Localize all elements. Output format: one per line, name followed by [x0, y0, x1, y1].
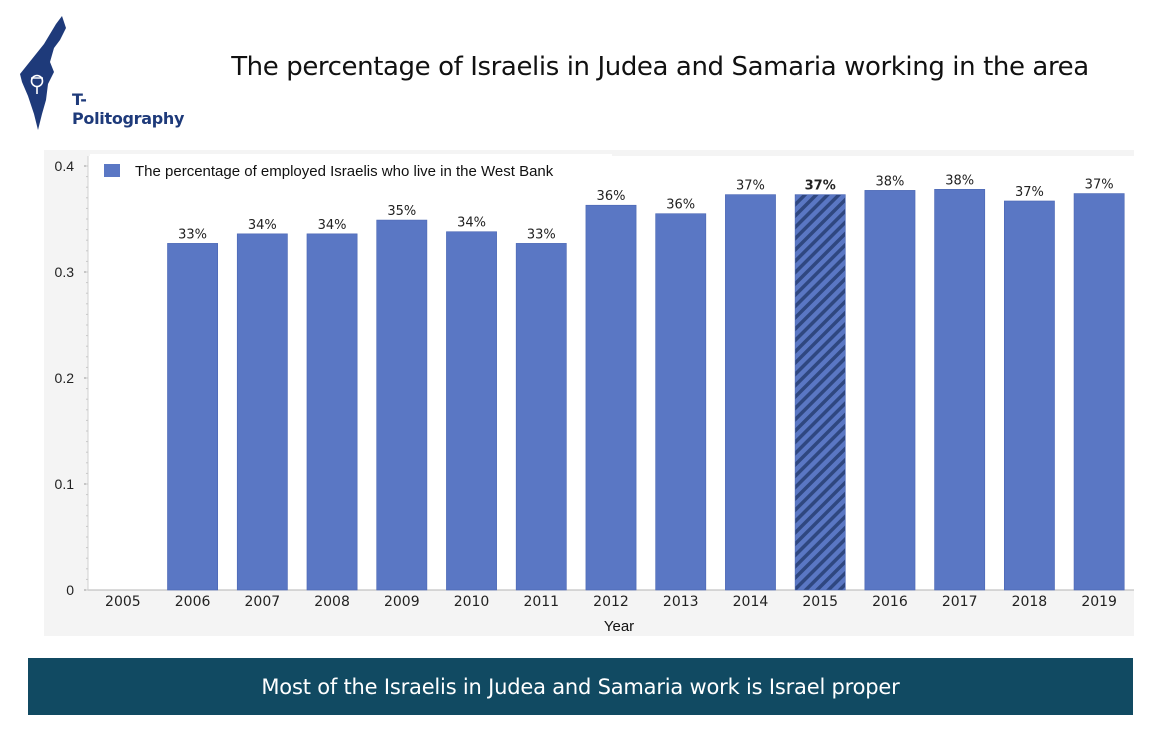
bar-2015 [794, 194, 846, 591]
y-tick-label: 0.3 [55, 264, 75, 280]
data-label-2007: 34% [248, 218, 277, 233]
data-label-2012: 36% [597, 189, 626, 204]
bar-2014 [725, 194, 776, 591]
bar-2017 [934, 189, 986, 591]
data-label-2013: 36% [666, 198, 695, 213]
bar-2010 [446, 231, 497, 591]
x-tick-label: 2011 [523, 594, 559, 610]
data-label-2017: 38% [945, 173, 974, 188]
chart-panel: 0 0.1 0.2 0.3 0.4 33% 34% 34% 35% 34% 33% 36% 36% 37… [44, 150, 1134, 636]
x-tick-label: 2017 [942, 594, 978, 610]
data-label-2018: 37% [1015, 185, 1044, 200]
y-tick-label: 0 [66, 582, 74, 598]
data-label-2008: 34% [318, 218, 347, 233]
data-label-2009: 35% [387, 204, 416, 219]
x-tick-label: 2005 [105, 594, 141, 610]
x-tick-label: 2006 [175, 594, 211, 610]
bar-2006 [167, 243, 219, 591]
data-label-2014: 37% [736, 179, 765, 194]
x-tick-label: 2009 [384, 594, 420, 610]
x-tick-label: 2007 [245, 594, 281, 610]
y-tick-label: 0.4 [55, 158, 75, 174]
x-tick-label: 2018 [1012, 594, 1048, 610]
x-tick-label: 2016 [872, 594, 908, 610]
data-label-2010: 34% [457, 216, 486, 231]
x-tick-label: 2014 [733, 594, 769, 610]
legend-swatch [104, 164, 120, 177]
brand-name: T-Politography [72, 90, 185, 128]
israel-map-icon [20, 16, 66, 130]
brand-logo: T-Politography [14, 14, 184, 134]
bar-2011 [515, 243, 567, 591]
bar-2008 [306, 233, 358, 591]
bar-2009 [376, 219, 428, 591]
data-label-2011: 33% [527, 227, 556, 242]
y-tick-label: 0.1 [55, 476, 75, 492]
x-axis-title: Year [604, 618, 634, 635]
footer-text: Most of the Israelis in Judea and Samari… [261, 674, 900, 699]
x-tick-label: 2019 [1081, 594, 1117, 610]
bar-2018 [1003, 200, 1055, 591]
data-label-2015: 37% [805, 179, 836, 194]
x-tick-label: 2013 [663, 594, 699, 610]
bar-2012 [585, 204, 637, 591]
bar-2007 [236, 233, 288, 591]
bar-2019 [1073, 193, 1125, 591]
data-label-2006: 33% [178, 227, 207, 242]
bar-2016 [864, 190, 916, 591]
x-tick-label: 2010 [454, 594, 490, 610]
y-tick-label: 0.2 [55, 370, 75, 386]
x-tick-label: 2015 [802, 594, 838, 610]
x-tick-label: 2012 [593, 594, 629, 610]
data-label-2016: 38% [875, 174, 904, 189]
legend: The percentage of employed Israelis who … [90, 154, 612, 186]
page-title: The percentage of Israelis in Judea and … [231, 52, 1089, 82]
bar-chart: 0 0.1 0.2 0.3 0.4 33% 34% 34% 35% 34% 33% 36% 36% 37… [55, 154, 1134, 635]
footer-banner: Most of the Israelis in Judea and Samari… [28, 658, 1133, 715]
legend-label: The percentage of employed Israelis who … [135, 163, 554, 180]
x-tick-label: 2008 [314, 594, 350, 610]
data-label-2019: 37% [1085, 178, 1114, 193]
bar-2013 [655, 213, 707, 591]
